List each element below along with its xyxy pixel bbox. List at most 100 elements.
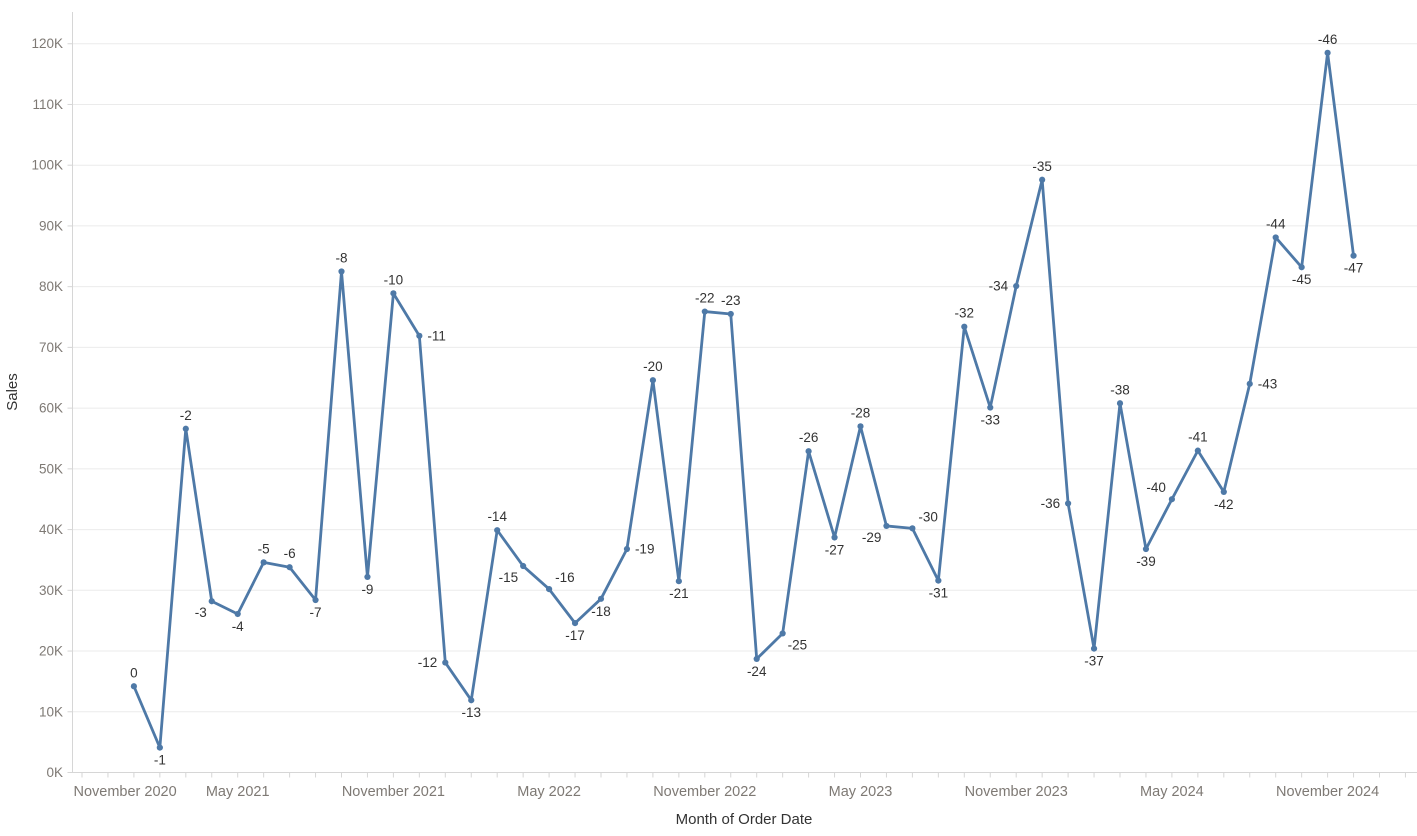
data-point[interactable] <box>520 562 527 570</box>
data-point[interactable] <box>987 404 994 411</box>
x-tick-label: May 2021 <box>206 784 270 800</box>
data-point[interactable] <box>1298 264 1305 271</box>
data-point-label: -38 <box>1110 382 1130 397</box>
data-point-label: -18 <box>591 604 611 619</box>
x-tick-label: November 2022 <box>653 784 756 800</box>
data-point[interactable] <box>1324 49 1331 56</box>
data-point[interactable] <box>805 448 812 455</box>
data-point-label: -26 <box>799 430 819 445</box>
y-tick-label: 20K <box>39 644 63 659</box>
data-point[interactable] <box>831 534 838 541</box>
data-point-label: -23 <box>721 293 741 308</box>
x-tick-label: November 2024 <box>1276 784 1379 800</box>
y-tick-label: 10K <box>39 704 63 719</box>
data-point[interactable] <box>234 610 241 618</box>
data-point-label: -24 <box>747 664 767 679</box>
data-point-label: -32 <box>955 306 975 321</box>
data-point-label: -46 <box>1318 32 1338 47</box>
data-point[interactable] <box>156 744 163 751</box>
data-point-label: 0 <box>130 665 138 680</box>
data-point[interactable] <box>1090 645 1098 652</box>
data-point-label: -6 <box>284 546 296 561</box>
data-point[interactable] <box>1065 500 1072 507</box>
data-point[interactable] <box>182 425 189 432</box>
axes-layer: 0K 10K 20K 30K 40K 50K 60K 70K 80K 90K 100K 110K 120… <box>31 12 1406 800</box>
data-point-label: -25 <box>788 637 808 652</box>
x-tick-label: November 2020 <box>74 784 177 800</box>
data-point[interactable] <box>494 527 501 534</box>
data-point-label: -12 <box>418 655 438 670</box>
data-point-label: -28 <box>851 405 871 420</box>
x-tick-label: November 2021 <box>342 784 445 800</box>
data-point-label: -47 <box>1344 261 1364 276</box>
data-point[interactable] <box>312 596 319 604</box>
data-point[interactable] <box>468 697 475 704</box>
data-point[interactable] <box>1272 234 1279 241</box>
data-point-label: -14 <box>487 509 507 524</box>
data-point[interactable] <box>675 578 682 585</box>
data-point[interactable] <box>1013 282 1020 290</box>
data-point[interactable] <box>701 308 708 315</box>
data-point-label: -27 <box>825 542 845 557</box>
data-point[interactable] <box>1116 400 1124 407</box>
data-point[interactable] <box>1039 176 1046 183</box>
data-point-label: -45 <box>1292 272 1312 287</box>
data-point[interactable] <box>1194 447 1201 454</box>
data-point[interactable] <box>1142 545 1150 553</box>
sales-line[interactable] <box>132 51 1355 750</box>
data-point[interactable] <box>1350 252 1357 259</box>
data-point[interactable] <box>753 655 760 663</box>
data-point-label: -16 <box>555 570 575 585</box>
y-tick-label: 70K <box>39 340 63 355</box>
data-point[interactable] <box>883 522 890 530</box>
data-point[interactable] <box>364 573 371 581</box>
data-point[interactable] <box>649 377 657 384</box>
data-point[interactable] <box>286 564 293 571</box>
x-axis-title: Month of Order Date <box>676 811 813 828</box>
series-layer <box>130 49 1357 751</box>
data-point[interactable] <box>416 332 423 339</box>
data-point-label: -21 <box>669 586 689 601</box>
y-tick-label: 30K <box>39 583 63 598</box>
data-point-label: -3 <box>195 605 207 620</box>
data-point[interactable] <box>623 545 631 553</box>
data-point[interactable] <box>1246 380 1253 387</box>
data-point-label: -30 <box>918 509 938 524</box>
data-point[interactable] <box>390 290 397 297</box>
data-point-label: -2 <box>180 408 192 423</box>
data-point[interactable] <box>857 423 864 430</box>
data-point[interactable] <box>1168 496 1175 503</box>
data-point-label: -10 <box>384 272 404 287</box>
data-point-label: -36 <box>1041 496 1061 511</box>
y-tick-label: 100K <box>31 158 63 173</box>
data-point-label: -40 <box>1146 480 1166 495</box>
data-point[interactable] <box>779 630 786 637</box>
data-point[interactable] <box>208 598 215 605</box>
data-point-label: -35 <box>1032 159 1052 174</box>
data-point[interactable] <box>727 310 734 318</box>
data-point[interactable] <box>935 577 942 584</box>
data-point-label: -42 <box>1214 497 1234 512</box>
data-point-label: -31 <box>929 586 949 601</box>
y-tick-label: 110K <box>32 97 63 112</box>
y-tick-label: 80K <box>39 279 63 294</box>
x-tick-label: May 2023 <box>829 784 893 800</box>
data-point[interactable] <box>130 683 137 690</box>
data-point-label: -39 <box>1136 554 1156 569</box>
data-point[interactable] <box>961 323 968 330</box>
data-point-label: -37 <box>1084 654 1104 669</box>
x-tick-label: November 2023 <box>965 784 1068 800</box>
data-point-label: -9 <box>361 582 373 597</box>
data-point[interactable] <box>909 525 916 532</box>
data-point[interactable] <box>571 620 579 627</box>
data-point[interactable] <box>1220 488 1227 496</box>
data-point[interactable] <box>597 595 605 602</box>
data-point-label: -8 <box>335 250 347 265</box>
data-point[interactable] <box>338 268 345 275</box>
data-point[interactable] <box>546 585 553 593</box>
data-point[interactable] <box>260 559 267 566</box>
data-point-label: -19 <box>635 542 655 557</box>
data-point[interactable] <box>442 659 449 666</box>
